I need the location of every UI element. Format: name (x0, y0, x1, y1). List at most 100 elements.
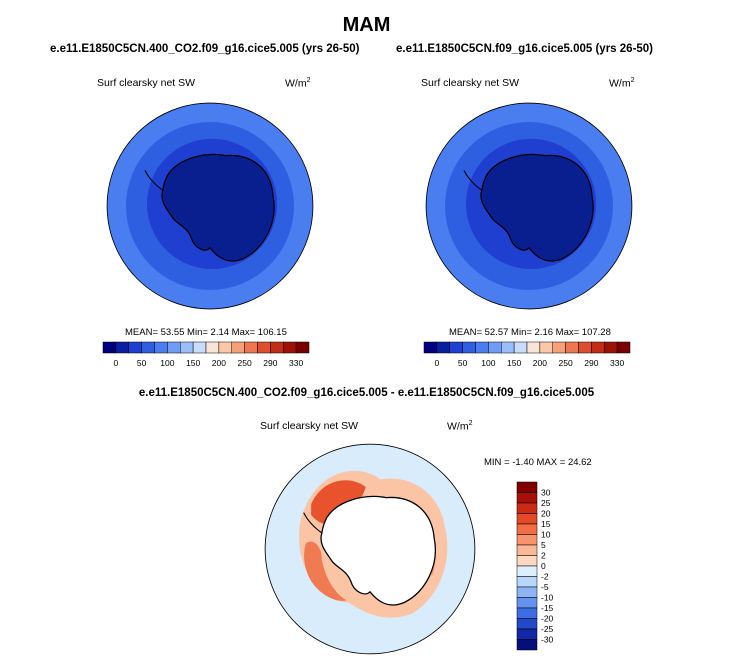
panel-2-variable-label: Surf clearsky net SW (421, 77, 520, 89)
colorbar-swatch (167, 341, 181, 354)
diff-colorbar-tick-label: 0 (541, 561, 546, 571)
colorbar-tick-label: 200 (533, 358, 547, 368)
diff-colorbar-swatch (516, 523, 538, 535)
diff-units-label: W/m2 (447, 420, 473, 433)
colorbar-swatch (462, 341, 476, 354)
antarctic-peninsula (144, 170, 164, 191)
colorbar-swatch (283, 341, 297, 354)
colorbar-swatch (295, 341, 310, 354)
diff-variable-label: Surf clearsky net SW (260, 420, 359, 432)
diff-colorbar-tick-label: 10 (541, 530, 551, 540)
colorbar-swatch (180, 341, 194, 354)
diff-colorbar-swatch (516, 607, 538, 619)
diff-anomaly-strong-west (311, 480, 366, 525)
colorbar-tick-label: 250 (238, 358, 252, 368)
panel-1-map (106, 102, 314, 310)
diff-colorbar-swatch (516, 628, 538, 640)
colorbar-swatch (115, 341, 129, 354)
colorbar-swatch (501, 341, 515, 354)
antarctic-peninsula (463, 170, 483, 191)
diff-colorbar-swatch (516, 544, 538, 556)
diff-stats: MIN = -1.40 MAX = 24.62 (484, 457, 592, 468)
diff-colorbar-tick-label: -2 (541, 572, 549, 582)
diff-map-border (264, 443, 476, 655)
colorbar-swatch (565, 341, 579, 354)
colorbar-swatch (270, 341, 284, 354)
colorbar-tick-label: 0 (435, 358, 440, 368)
antarctica-coastline (161, 153, 275, 262)
diff-colorbar-tick-label: -5 (541, 582, 549, 592)
colorbar-swatch (616, 341, 631, 354)
colorbar-tick-label: 50 (137, 358, 147, 368)
colorbar-swatch (257, 341, 271, 354)
panel-2-colorbar: 0 50 100 150 200 250 290 330 (423, 341, 631, 368)
colorbar-tick-label: 150 (507, 358, 521, 368)
colorbar-swatch (154, 341, 168, 354)
colorbar-tick-label: 50 (458, 358, 468, 368)
antarctica-coastline (320, 495, 436, 606)
colorbar-tick-label: 0 (114, 358, 119, 368)
colorbar-swatch (128, 341, 142, 354)
panel-2-units-label: W/m2 (609, 77, 635, 90)
colorbar-tick-label: 290 (584, 358, 598, 368)
diff-title: e.e11.E1850C5CN.400_CO2.f09_g16.cice5.00… (138, 387, 595, 399)
diff-colorbar-swatch (516, 565, 538, 577)
diff-colorbar-swatch (516, 513, 538, 525)
diff-colorbar-tick-label: -15 (541, 603, 554, 613)
diff-colorbar-tick-label: 25 (541, 498, 551, 508)
colorbar-swatch (513, 341, 528, 354)
map-border (425, 102, 633, 310)
colorbar-swatch (526, 341, 541, 354)
colorbar-swatch (552, 341, 566, 354)
panel-1-units-label: W/m2 (285, 77, 311, 90)
panel-1-colorbar: 0 50 100 150 200 250 290 330 (102, 341, 310, 368)
colorbar-swatch (192, 341, 207, 354)
map-border (106, 102, 314, 310)
colorbar-swatch (205, 341, 220, 354)
diff-colorbar-tick-label: 15 (541, 519, 551, 529)
colorbar-swatch (475, 341, 489, 354)
diff-colorbar-tick-label: -10 (541, 593, 554, 603)
colorbar-swatch (591, 341, 605, 354)
diff-colorbar-tick-label: 30 (541, 488, 551, 498)
antarctic-peninsula (303, 512, 323, 534)
diff-colorbar-swatch (516, 586, 538, 598)
diff-colorbar-swatch (516, 502, 538, 514)
panel-1-variable-label: Surf clearsky net SW (97, 77, 196, 89)
panel-1-case-title: e.e11.E1850C5CN.400_CO2.f09_g16.cice5.00… (50, 43, 360, 55)
diff-map (264, 443, 476, 655)
diff-colorbar-swatch (516, 618, 538, 630)
colorbar-swatch (102, 341, 117, 354)
colorbar-swatch (539, 341, 553, 354)
colorbar-tick-label: 330 (289, 358, 303, 368)
colorbar-tick-label: 330 (610, 358, 624, 368)
colorbar-swatch (436, 341, 450, 354)
diff-colorbar-swatch (516, 597, 538, 609)
diff-colorbar-tick-label: -30 (541, 635, 554, 645)
colorbar-swatch (141, 341, 155, 354)
colorbar-swatch (423, 341, 438, 354)
colorbar-tick-label: 200 (212, 358, 226, 368)
diff-colorbar-tick-label: -20 (541, 614, 554, 624)
diff-colorbar-tick-label: 20 (541, 509, 551, 519)
antarctica-coastline (480, 153, 594, 262)
colorbar-tick-label: 250 (559, 358, 573, 368)
colorbar-tick-label: 100 (160, 358, 174, 368)
diff-colorbar-swatch (516, 639, 538, 651)
page-title: MAM (342, 14, 391, 36)
colorbar-swatch (244, 341, 258, 354)
diff-colorbar-swatch (516, 481, 538, 493)
panel-2-stats: MEAN= 52.57 Min= 2.16 Max= 107.28 (449, 327, 611, 338)
diff-colorbar-swatch (516, 492, 538, 504)
diff-colorbar-swatch (516, 534, 538, 546)
diff-anomaly-strong-weddell (304, 541, 347, 601)
diff-colorbar-swatch (516, 576, 538, 588)
diff-colorbar-tick-label: 2 (541, 551, 546, 561)
colorbar-tick-label: 290 (263, 358, 277, 368)
panel-2-case-title: e.e11.E1850C5CN.f09_g16.cice5.005 (yrs 2… (396, 43, 654, 55)
colorbar-swatch (578, 341, 592, 354)
colorbar-tick-label: 150 (186, 358, 200, 368)
panel-2-map (425, 102, 633, 310)
colorbar-swatch (218, 341, 232, 354)
